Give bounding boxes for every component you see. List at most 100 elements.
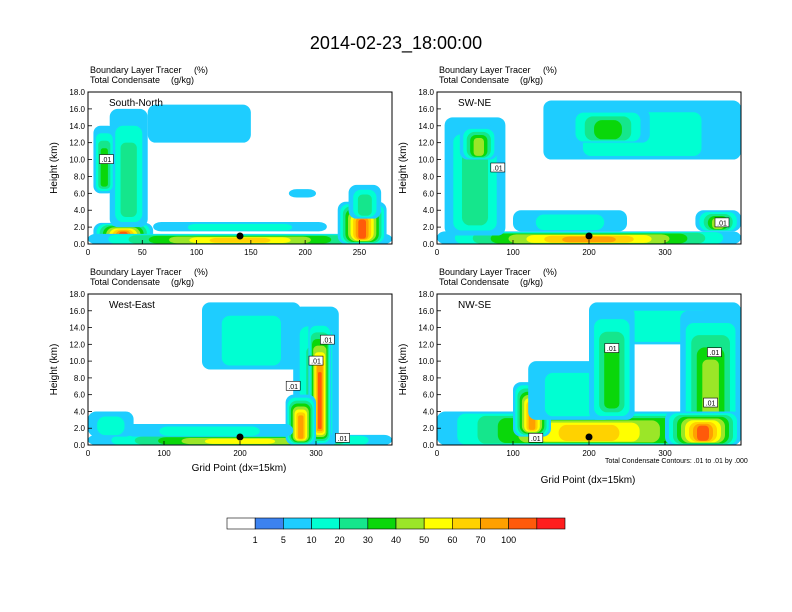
y-tick-label: 14.0 (69, 324, 85, 333)
x-tick-label: 0 (435, 449, 440, 458)
x-tick-label: 150 (244, 248, 258, 257)
panel-south-north: .01 0.0 2.0 4.0 6.0 8.0 10.0 12.0 14.0 16.0 18.0 0 5… (49, 65, 393, 257)
panel-nw-se: .01 .01 .01 .01 0.0 2.0 4.0 6.0 8.0 10.0 12.0 14.0 1… (398, 267, 742, 458)
tracer-level (159, 426, 260, 436)
field-nw-se (437, 294, 741, 445)
location-marker (236, 433, 244, 441)
y-axis-label: Height (km) (398, 142, 409, 194)
field-south-north (88, 92, 392, 244)
y-tick-label: 8.0 (423, 172, 435, 181)
x-tick-label: 100 (157, 449, 171, 458)
tracer-level (544, 372, 596, 417)
y-tick-label: 10.0 (418, 357, 434, 366)
y-tick-label: 8.0 (423, 374, 435, 383)
y-tick-label: 0.0 (74, 441, 86, 450)
tracer-region (348, 184, 382, 219)
xlabel-west-east: Grid Point (dx=15km) (192, 463, 287, 474)
panel-subtitle-units: (g/kg) (171, 277, 194, 287)
location-marker (585, 433, 593, 441)
panel-inset-label: SW-NE (458, 98, 491, 109)
contour-label-box (604, 343, 620, 353)
y-tick-label: 0.0 (423, 441, 435, 450)
contour-label-text: .01 (288, 384, 298, 391)
y-tick-label: 10.0 (69, 156, 85, 165)
panel-subtitle: Total Condensate (439, 277, 509, 287)
colorbar-tick-label: 50 (419, 535, 429, 545)
colorbar-tick-label: 1 (253, 535, 258, 545)
contour-label-box (285, 380, 301, 391)
x-tick-label: 300 (658, 248, 672, 257)
y-tick-label: 14.0 (418, 324, 434, 333)
panel-subtitle-units: (g/kg) (171, 75, 194, 85)
contour-note: Total Condensate Contours: .01 to .01 by… (605, 458, 748, 465)
y-tick-label: 18.0 (418, 290, 434, 299)
contour-label: .01 (335, 432, 350, 443)
colorbar-swatch (508, 517, 538, 530)
x-tick-label: 0 (86, 449, 91, 458)
panel-subtitle: Boundary Layer Tracer (439, 65, 531, 75)
tracer-level (473, 138, 484, 156)
panel-inset-label: NW-SE (458, 300, 491, 311)
tracer-region (665, 411, 741, 445)
contour-label-text: .01 (710, 350, 720, 357)
tracer-region (459, 125, 498, 160)
panel-subtitle-units: (%) (543, 267, 557, 277)
panel-subtitle-units: (g/kg) (520, 277, 543, 287)
y-tick-label: 8.0 (74, 172, 86, 181)
x-tick-label: 200 (582, 248, 596, 257)
tracer-level (288, 189, 316, 198)
tracer-level (697, 425, 709, 441)
contour-label-text: .01 (717, 220, 727, 227)
contour-label: .01 (99, 154, 114, 164)
tracer-level (318, 372, 322, 430)
contour-label: .01 (308, 355, 324, 366)
contour-label: .01 (285, 380, 301, 391)
y-tick-label: 2.0 (423, 223, 435, 232)
location-marker (585, 232, 593, 240)
xlabel-nw-se: Grid Point (dx=15km) (541, 475, 636, 486)
panel-subtitle-units: (g/kg) (520, 75, 543, 85)
panels-group: .01 0.0 2.0 4.0 6.0 8.0 10.0 12.0 14.0 16.0 18.0 0 5… (49, 65, 742, 458)
y-tick-label: 18.0 (69, 88, 85, 97)
y-tick-label: 12.0 (418, 340, 434, 349)
contour-label-text: .01 (607, 346, 617, 353)
y-tick-label: 2.0 (423, 424, 435, 433)
colorbar-swatch (311, 517, 340, 530)
colorbar-swatch (395, 517, 425, 530)
tracer-region (566, 108, 650, 143)
colorbar-swatch (367, 517, 397, 530)
field-west-east (88, 294, 392, 445)
contour-label: .01 (320, 334, 335, 345)
colorbar: 1 5 10 20 30 40 50 60 70 100 (226, 517, 566, 545)
y-tick-label: 4.0 (423, 407, 435, 416)
y-tick-label: 14.0 (69, 122, 85, 131)
contour-label: .01 (528, 432, 544, 443)
y-tick-label: 16.0 (69, 307, 85, 316)
tracer-level (120, 142, 137, 217)
contour-label-box (99, 154, 114, 164)
colorbar-swatch (283, 517, 312, 530)
x-tick-label: 200 (233, 449, 247, 458)
x-tick-label: 50 (138, 248, 147, 257)
tracer-region (153, 222, 327, 232)
y-tick-label: 6.0 (74, 189, 86, 198)
panel-inset-label: South-North (109, 98, 163, 109)
y-tick-label: 10.0 (69, 357, 85, 366)
contour-label-text: .01 (323, 338, 333, 345)
contour-label: .01 (490, 162, 506, 173)
colorbar-tick-label: 30 (363, 535, 373, 545)
panel-subtitle-units: (%) (194, 65, 208, 75)
contour-label-text: .01 (493, 166, 503, 173)
colorbar-tick-label: 20 (335, 535, 345, 545)
tracer-level (535, 214, 605, 231)
y-axis-label: Height (km) (49, 142, 60, 194)
colorbar-tick-label: 70 (475, 535, 485, 545)
colorbar-swatch (423, 517, 453, 530)
tracer-region (126, 424, 294, 437)
contour-label-text: .01 (102, 157, 112, 164)
tracer-level (558, 424, 620, 441)
colorbar-tick-label: 10 (306, 535, 316, 545)
tracer-region (589, 306, 635, 420)
y-tick-label: 18.0 (418, 88, 434, 97)
tracer-region (288, 189, 316, 198)
